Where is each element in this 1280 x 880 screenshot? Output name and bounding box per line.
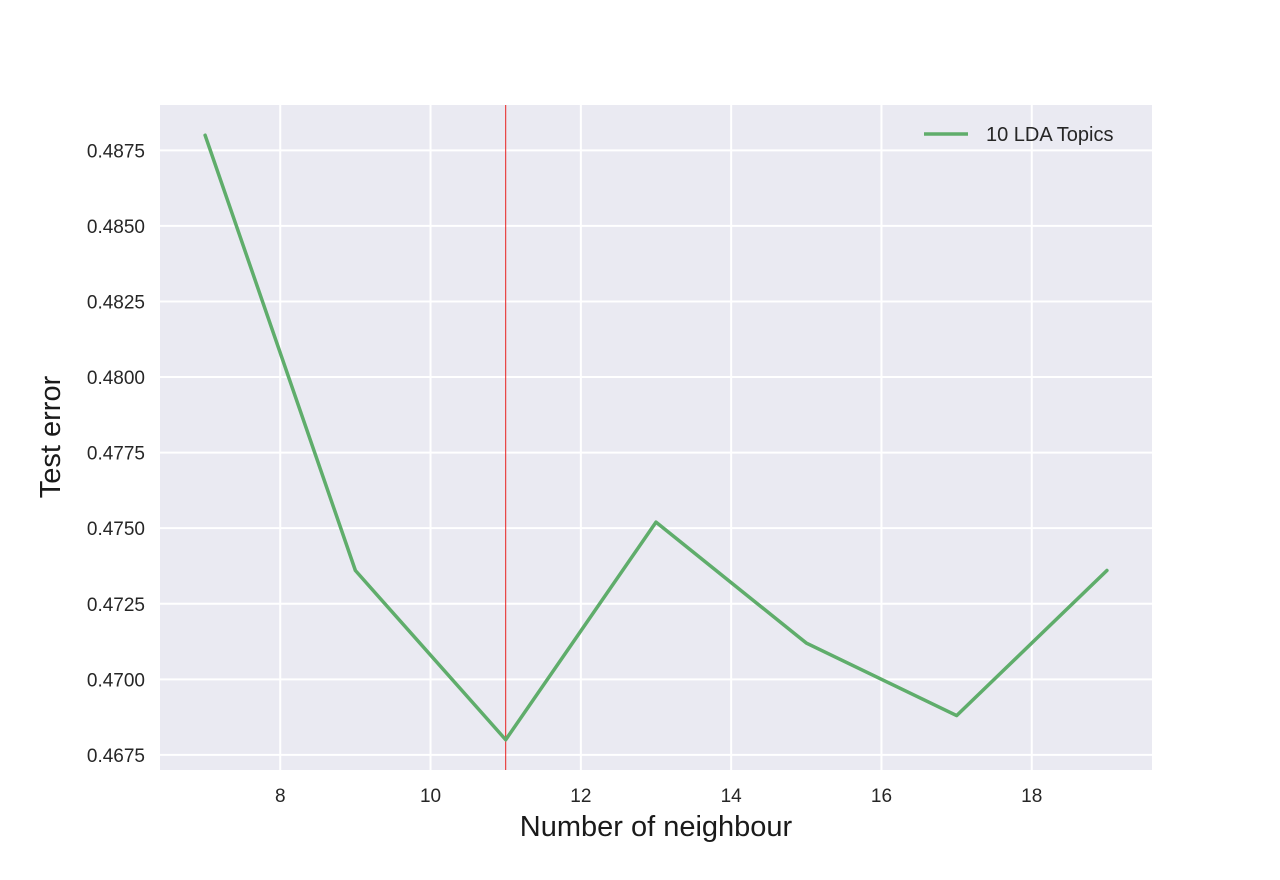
- x-tick-labels: 8 10 12 14 16 18: [275, 786, 1042, 807]
- y-tick-label: 0.4675: [87, 746, 145, 767]
- y-tick-label: 0.4825: [87, 292, 145, 313]
- series-line: [203, 133, 1109, 742]
- x-tick-label: 12: [570, 786, 591, 807]
- y-tick-label: 0.4775: [87, 444, 145, 465]
- y-tick-label: 0.4875: [87, 141, 145, 162]
- x-tick-label: 8: [275, 786, 286, 807]
- y-tick-label: 0.4800: [87, 368, 145, 389]
- x-tick-label: 14: [721, 786, 743, 807]
- grid: [160, 105, 1152, 770]
- y-axis-label: Test error: [35, 375, 67, 498]
- x-tick-label: 10: [420, 786, 441, 807]
- series-layer: [203, 133, 1109, 742]
- legend: 10 LDA Topics: [924, 124, 1114, 146]
- y-tick-label: 0.4700: [87, 670, 145, 691]
- x-axis-label: Number of neighbour: [520, 811, 793, 843]
- y-tick-label: 0.4750: [87, 519, 145, 540]
- plot-background: [160, 105, 1152, 770]
- x-tick-label: 18: [1021, 786, 1042, 807]
- legend-label: 10 LDA Topics: [986, 124, 1114, 146]
- y-tick-label: 0.4850: [87, 217, 145, 238]
- x-tick-label: 16: [871, 786, 892, 807]
- y-tick-labels: 0.4675 0.4700 0.4725 0.4750 0.4775 0.4800 0.48…: [87, 141, 145, 767]
- y-tick-label: 0.4725: [87, 595, 145, 616]
